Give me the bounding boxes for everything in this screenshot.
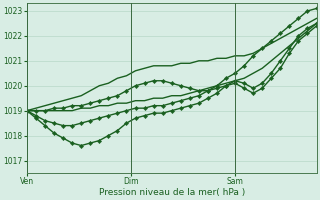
X-axis label: Pression niveau de la mer( hPa ): Pression niveau de la mer( hPa ) [99, 188, 245, 197]
